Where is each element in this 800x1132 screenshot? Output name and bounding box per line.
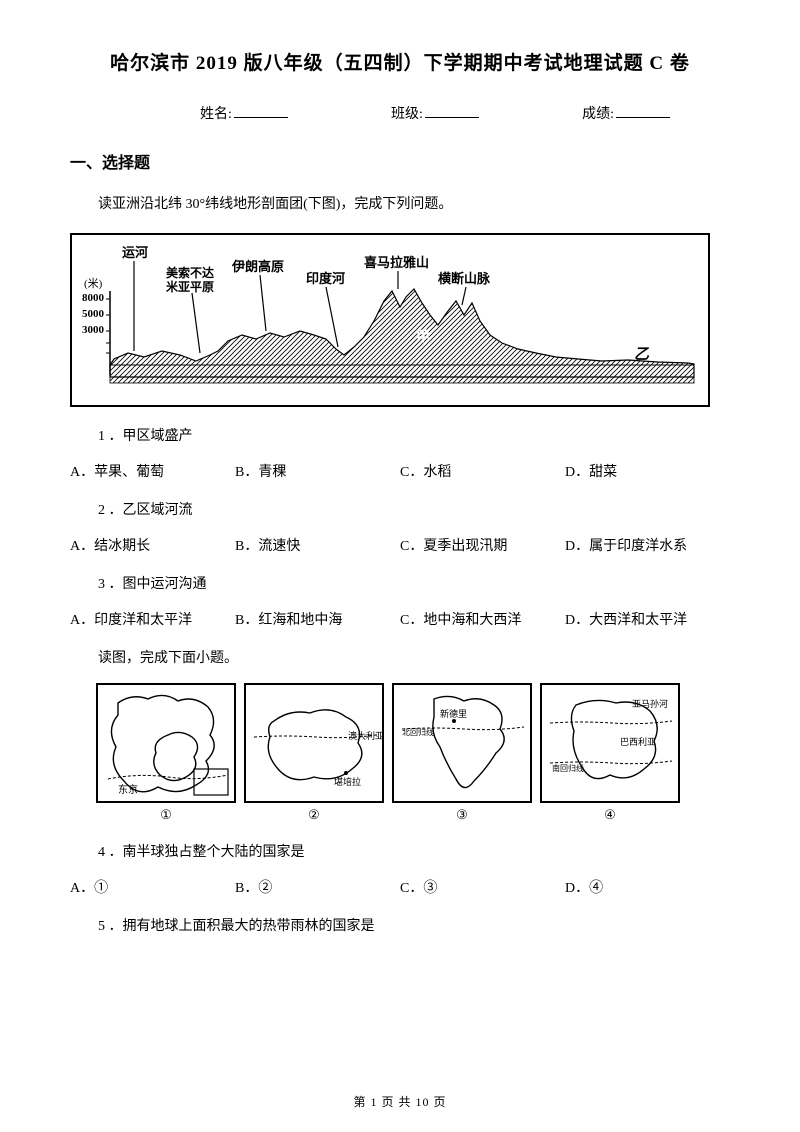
y-axis-unit: (米) <box>84 277 103 290</box>
map-4: 亚马孙河 巴西利亚 南回归线 <box>540 683 680 803</box>
map-3: 新德里 北回归线 <box>392 683 532 803</box>
q1-opt-d[interactable]: D．甜菜 <box>565 461 730 481</box>
y-tick-8000: 8000 <box>82 292 105 304</box>
q2-text: 2 ．乙区域河流 <box>98 499 730 519</box>
map-label-2: ② <box>244 807 384 823</box>
maps-row: 东京 澳大利亚 堪培拉 新德里 北回归线 亚马孙河 巴西利亚 南回归线 <box>96 683 730 803</box>
q2-opt-c[interactable]: C．夏季出现汛期 <box>400 535 565 555</box>
q3-opt-c[interactable]: C．地中海和大西洋 <box>400 609 565 629</box>
label-iran-plateau: 伊朗高原 <box>231 259 284 274</box>
label-hengduan: 横断山脉 <box>438 271 491 286</box>
q4-opt-d[interactable]: D．④ <box>565 877 730 897</box>
page-footer: 第 1 页 共 10 页 <box>0 1093 800 1110</box>
score-blank[interactable] <box>616 104 670 118</box>
class-field: 班级: <box>391 103 479 123</box>
svg-text:澳大利亚: 澳大利亚 <box>348 730 382 741</box>
class-label: 班级: <box>391 103 423 123</box>
q2-opt-b[interactable]: B．流速快 <box>235 535 400 555</box>
map-label-3: ③ <box>392 807 532 823</box>
q3-opt-d[interactable]: D．大西洋和太平洋 <box>565 609 730 629</box>
q2-opt-a[interactable]: A．结冰期长 <box>70 535 235 555</box>
q4-opt-b[interactable]: B．② <box>235 877 400 897</box>
maps-instruction: 读图，完成下面小题。 <box>98 647 730 667</box>
y-tick-5000: 5000 <box>82 308 105 320</box>
marker-yi: 乙 <box>634 347 650 363</box>
score-field: 成绩: <box>582 103 670 123</box>
map-1: 东京 <box>96 683 236 803</box>
q1-options: A．苹果、葡萄 B．青稞 C．水稻 D．甜菜 <box>70 461 730 481</box>
svg-text:东京: 东京 <box>118 783 138 796</box>
section-1-heading: 一、选择题 <box>70 149 730 173</box>
label-indus: 印度河 <box>306 271 345 286</box>
q1-opt-a[interactable]: A．苹果、葡萄 <box>70 461 235 481</box>
svg-text:堪培拉: 堪培拉 <box>334 776 361 787</box>
q3-opt-b[interactable]: B．红海和地中海 <box>235 609 400 629</box>
profile-svg: (米) 8000 5000 3000 运河 美索不达 米亚平原 伊朗高原 印度河… <box>78 243 702 401</box>
q4-text: 4 ．南半球独占整个大陆的国家是 <box>98 841 730 861</box>
q4-options: A．① B．② C．③ D．④ <box>70 877 730 897</box>
q4-opt-c[interactable]: C．③ <box>400 877 565 897</box>
label-mesopotamia-2: 米亚平原 <box>166 279 214 294</box>
label-himalaya: 喜马拉雅山 <box>364 255 429 270</box>
profile-instruction: 读亚洲沿北纬 30°纬线地形剖面团(下图)，完成下列问题。 <box>98 193 730 217</box>
y-tick-3000: 3000 <box>82 324 105 336</box>
svg-text:北回归线: 北回归线 <box>402 727 434 737</box>
svg-text:亚马孙河: 亚马孙河 <box>632 698 668 709</box>
name-blank[interactable] <box>234 104 288 118</box>
svg-text:南回归线: 南回归线 <box>552 763 584 773</box>
map-label-1: ① <box>96 807 236 823</box>
map-label-4: ④ <box>540 807 680 823</box>
q2-options: A．结冰期长 B．流速快 C．夏季出现汛期 D．属于印度洋水系 <box>70 535 730 555</box>
q5-text: 5 ．拥有地球上面积最大的热带雨林的国家是 <box>98 915 730 935</box>
terrain-profile-diagram: (米) 8000 5000 3000 运河 美索不达 米亚平原 伊朗高原 印度河… <box>70 233 710 407</box>
q1-opt-b[interactable]: B．青稞 <box>235 461 400 481</box>
svg-text:巴西利亚: 巴西利亚 <box>620 736 656 747</box>
q2-opt-d[interactable]: D．属于印度洋水系 <box>565 535 730 555</box>
label-mesopotamia-1: 美索不达 <box>166 265 214 280</box>
svg-text:新德里: 新德里 <box>440 708 467 719</box>
q1-text: 1 ．甲区域盛产 <box>98 425 730 445</box>
map-2: 澳大利亚 堪培拉 <box>244 683 384 803</box>
name-field: 姓名: <box>200 103 288 123</box>
score-label: 成绩: <box>582 103 614 123</box>
exam-title: 哈尔滨市 2019 版八年级（五四制）下学期期中考试地理试题 C 卷 <box>70 48 730 75</box>
student-info-row: 姓名: 班级: 成绩: <box>70 103 730 123</box>
q1-opt-c[interactable]: C．水稻 <box>400 461 565 481</box>
q3-opt-a[interactable]: A．印度洋和太平洋 <box>70 609 235 629</box>
label-canal: 运河 <box>122 245 148 260</box>
q4-opt-a[interactable]: A．① <box>70 877 235 897</box>
marker-jia: 甲 <box>416 329 430 345</box>
q3-options: A．印度洋和太平洋 B．红海和地中海 C．地中海和大西洋 D．大西洋和太平洋 <box>70 609 730 629</box>
class-blank[interactable] <box>425 104 479 118</box>
name-label: 姓名: <box>200 103 232 123</box>
q3-text: 3 ．图中运河沟通 <box>98 573 730 593</box>
map-number-labels: ① ② ③ ④ <box>96 807 730 823</box>
